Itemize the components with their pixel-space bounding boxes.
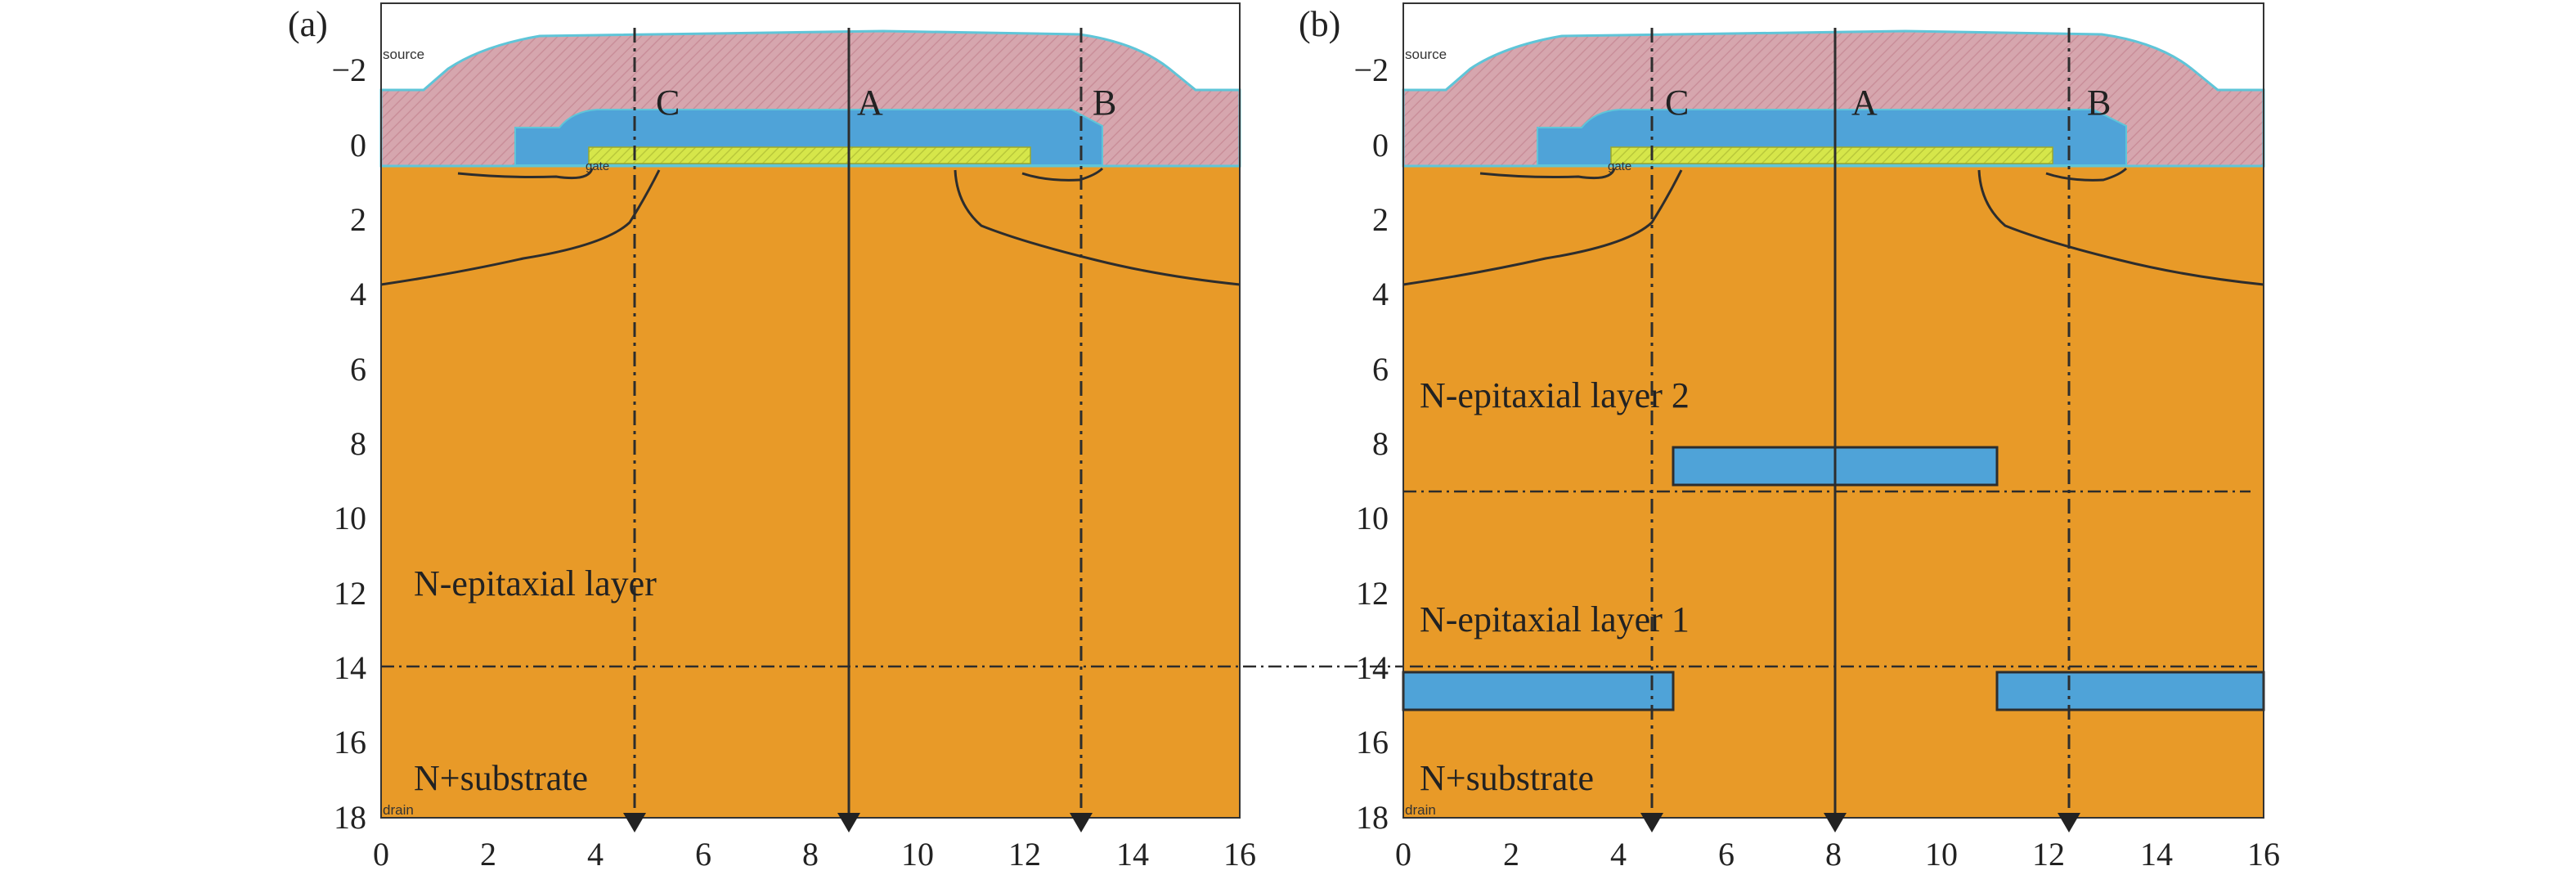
gate-electrode [1610, 146, 2053, 164]
y-tick-label: 12 [1356, 575, 1389, 612]
y-tick-label: 2 [1372, 201, 1389, 238]
y-tick-label: −2 [1353, 52, 1389, 88]
buried-p-block [1995, 671, 2265, 711]
cut-line-c: C [1640, 28, 1689, 832]
source-label: source [383, 47, 424, 62]
y-tick-label: 18 [1356, 799, 1389, 836]
plot-frame [380, 2, 1241, 819]
y-tick-label: 14 [334, 649, 366, 686]
junction-contours [1402, 167, 2264, 286]
y-tick-label: −2 [331, 52, 366, 88]
x-tick-label: 12 [2032, 836, 2065, 873]
buried-p-block [1402, 671, 1675, 711]
y-tick-label: 2 [350, 201, 366, 238]
arrow-down-icon [1070, 813, 1093, 832]
x-tick-label: 14 [2140, 836, 2173, 873]
y-tick-label: 14 [1356, 649, 1389, 686]
cut-line-a: A [837, 28, 883, 832]
y-tick-label: 12 [334, 575, 366, 612]
panel-a: (a) gate source drain 0 2 4 6 8 10 [288, 2, 1410, 873]
x-axis: 0 2 4 6 8 10 12 14 16 [373, 836, 1256, 873]
arrow-down-icon [1824, 813, 1847, 832]
x-tick-label: 2 [480, 836, 496, 873]
panel-a-label: (a) [288, 4, 328, 44]
source-label: source [1405, 47, 1447, 62]
arrow-down-icon [837, 813, 860, 832]
x-tick-label: 2 [1503, 836, 1519, 873]
cut-line-letter: B [1093, 83, 1116, 123]
x-tick-label: 16 [2247, 836, 2280, 873]
y-tick-label: 0 [1372, 127, 1389, 164]
x-tick-label: 0 [1395, 836, 1411, 873]
drain-label: drain [1405, 802, 1436, 818]
cut-line-a: A [1824, 28, 1878, 832]
y-tick-label: 4 [350, 276, 366, 312]
x-tick-label: 10 [1925, 836, 1958, 873]
y-axis: −2 0 2 4 6 8 10 12 14 16 18 [331, 52, 366, 836]
cut-line-letter: C [656, 83, 680, 123]
x-tick-label: 16 [1223, 836, 1256, 873]
x-tick-label: 6 [695, 836, 711, 873]
y-tick-label: 6 [350, 351, 366, 388]
y-tick-label: 4 [1372, 276, 1389, 312]
layer-text-epi2: N-epitaxial layer 2 [1420, 375, 1690, 415]
y-tick-label: 8 [350, 425, 366, 462]
x-tick-label: 14 [1116, 836, 1149, 873]
y-tick-label: 16 [1356, 724, 1389, 761]
cut-line-c: C [623, 28, 680, 832]
panel-b-label: (b) [1299, 4, 1340, 44]
cut-line-letter: A [1851, 83, 1878, 123]
arrow-down-icon [2058, 813, 2080, 832]
x-axis: 0 2 4 6 8 10 12 14 16 [1395, 836, 2280, 873]
x-tick-label: 0 [373, 836, 389, 873]
y-tick-label: 0 [350, 127, 366, 164]
y-tick-label: 10 [1356, 500, 1389, 536]
x-tick-label: 4 [1610, 836, 1627, 873]
drain-label: drain [383, 802, 414, 818]
cut-line-letter: C [1665, 83, 1689, 123]
layer-text-epi1: N-epitaxial layer 1 [1420, 599, 1690, 639]
silicon-region [381, 166, 1240, 818]
gate-label: gate [586, 159, 609, 173]
x-tick-label: 8 [1825, 836, 1842, 873]
y-axis: −2 0 2 4 6 8 10 12 14 16 18 [1353, 52, 1389, 836]
layer-text-substrate: N+substrate [414, 758, 588, 798]
x-tick-label: 12 [1008, 836, 1041, 873]
y-tick-label: 10 [334, 500, 366, 536]
cut-line-b: B [1070, 28, 1116, 832]
layer-text-epi: N-epitaxial layer [414, 563, 657, 604]
x-tick-label: 4 [587, 836, 604, 873]
y-tick-label: 18 [334, 799, 366, 836]
gate-electrode [588, 146, 1031, 164]
cut-line-letter: A [857, 83, 883, 123]
arrow-down-icon [1640, 813, 1663, 832]
y-tick-label: 16 [334, 724, 366, 761]
panel-b: (b) gate source drain 0 2 4 6 8 10 12 14 [1299, 2, 2280, 873]
y-tick-label: 6 [1372, 351, 1389, 388]
x-tick-label: 6 [1718, 836, 1735, 873]
gate-label: gate [1608, 159, 1631, 173]
layer-text-substrate: N+substrate [1420, 758, 1594, 798]
x-tick-label: 10 [901, 836, 934, 873]
cut-line-letter: B [2087, 83, 2111, 123]
cut-line-b: B [2058, 28, 2111, 832]
arrow-down-icon [623, 813, 646, 832]
x-tick-label: 8 [802, 836, 819, 873]
y-tick-label: 8 [1372, 425, 1389, 462]
junction-contours [380, 167, 1241, 286]
